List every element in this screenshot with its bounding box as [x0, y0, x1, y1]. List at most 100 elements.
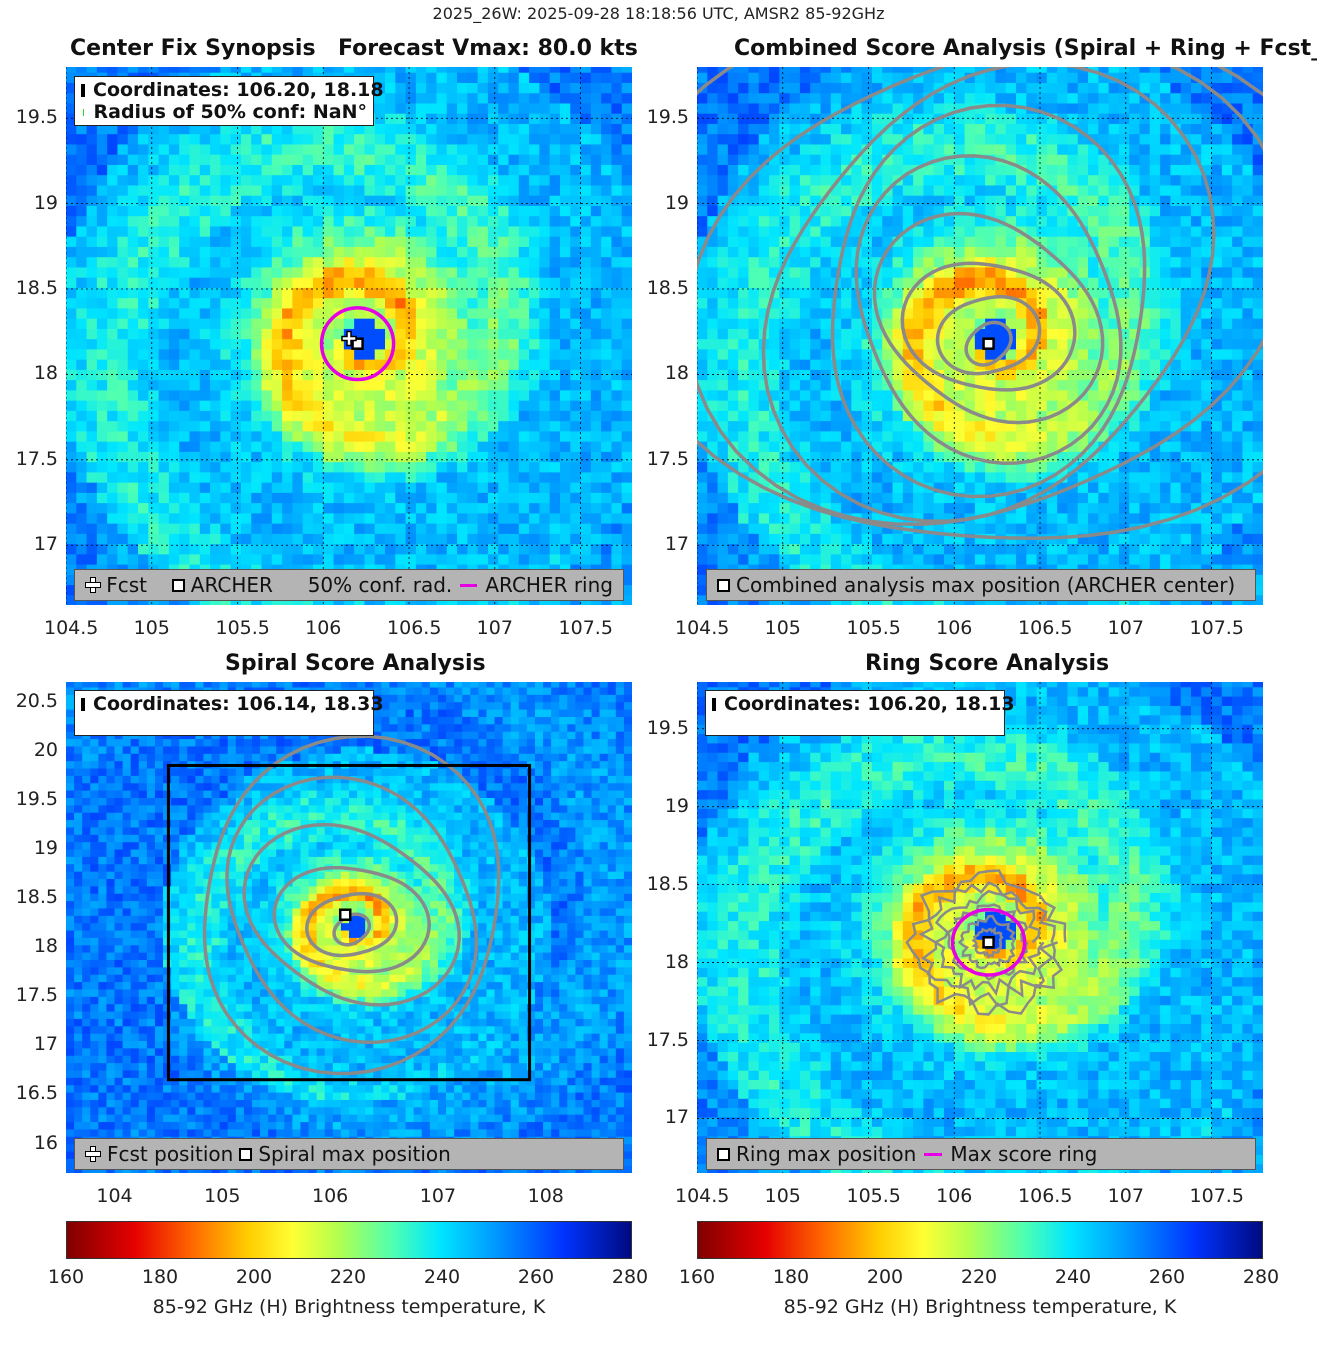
heat-cell	[559, 359, 571, 370]
heat-cell	[841, 369, 852, 381]
heat-cell	[830, 256, 842, 268]
heat-cell	[158, 318, 170, 329]
heat-cell	[107, 123, 119, 135]
heat-cell	[333, 471, 345, 483]
heat-cell	[66, 359, 77, 370]
heat-cell	[1088, 553, 1099, 565]
heat-cell	[168, 389, 180, 401]
heat-cell	[1077, 553, 1089, 565]
heat-cell	[851, 338, 863, 350]
heat-cell	[810, 102, 822, 114]
heat-cell	[611, 318, 623, 329]
heat-cell	[892, 184, 904, 196]
heat-cell	[985, 307, 997, 319]
heat-cell	[954, 512, 966, 524]
heat-cell	[179, 502, 191, 514]
heat-cell	[861, 338, 873, 350]
heat-cell	[707, 533, 719, 545]
heat-cell	[271, 430, 283, 442]
heat-cell	[1057, 287, 1069, 299]
heat-cell	[138, 205, 149, 217]
heat-cell	[913, 410, 924, 422]
heat-cell	[1057, 328, 1069, 340]
heat-cell	[446, 338, 458, 350]
heat-cell	[974, 215, 986, 227]
heat-cell	[395, 523, 407, 534]
heat-cell	[841, 502, 852, 514]
heat-cell	[985, 195, 997, 206]
heat-cell	[1046, 82, 1058, 94]
heat-cell	[549, 400, 561, 411]
heat-cell	[282, 297, 293, 309]
heat-cell	[841, 379, 852, 391]
heat-cell	[148, 195, 160, 206]
heat-cell	[282, 164, 293, 176]
heat-cell	[240, 328, 252, 340]
heat-cell	[117, 184, 129, 196]
heat-cell	[789, 410, 801, 422]
heat-cell	[364, 266, 376, 278]
heat-cell	[127, 461, 139, 473]
heat-cell	[985, 266, 997, 278]
heat-cell	[230, 420, 242, 432]
heat-cell	[738, 184, 750, 196]
heat-cell	[799, 379, 811, 391]
heat-cell	[758, 133, 770, 145]
heat-cell	[913, 400, 924, 411]
heat-cell	[117, 492, 129, 504]
heat-cell	[933, 225, 945, 237]
heat-cell	[1088, 246, 1099, 258]
heat-cell	[851, 348, 863, 360]
heat-cell	[385, 67, 396, 73]
heat-cell	[467, 359, 479, 370]
heat-cell	[748, 420, 760, 432]
heat-cell	[964, 246, 976, 258]
heat-cell	[611, 72, 623, 83]
heat-cell	[498, 318, 510, 329]
heat-cell	[1016, 143, 1027, 155]
heat-cell	[758, 246, 770, 258]
heat-cell	[96, 154, 108, 165]
heat-cell	[302, 369, 314, 381]
heat-cell	[127, 328, 139, 340]
heat-cell	[426, 441, 438, 452]
heat-cell	[769, 451, 780, 463]
heat-cell	[621, 348, 632, 360]
heat-cell	[405, 512, 417, 524]
heat-cell	[727, 512, 739, 524]
heat-cell	[343, 389, 355, 401]
heat-cell	[549, 143, 561, 155]
heat-cell	[138, 379, 149, 391]
heat-cell	[230, 348, 242, 360]
heat-cell	[199, 502, 211, 514]
heat-cell	[107, 246, 119, 258]
heat-cell	[529, 359, 540, 370]
heat-cell	[261, 502, 273, 514]
heat-cell	[158, 205, 170, 217]
heat-cell	[861, 174, 873, 186]
heat-cell	[117, 471, 129, 483]
heat-cell	[179, 410, 191, 422]
heat-cell	[995, 359, 1007, 370]
heat-cell	[86, 523, 98, 534]
heat-cell	[871, 328, 883, 340]
heat-cell	[799, 338, 811, 350]
heat-cell	[210, 174, 221, 186]
heat-cell	[230, 379, 242, 391]
heat-cell	[707, 471, 719, 483]
heat-cell	[189, 389, 201, 401]
heat-cell	[779, 523, 791, 534]
heat-cell	[1016, 461, 1027, 473]
heat-cell	[117, 133, 129, 145]
heat-cell	[621, 82, 632, 94]
heat-cell	[323, 123, 335, 135]
heat-cell	[312, 266, 324, 278]
heat-cell	[964, 389, 976, 401]
heat-cell	[96, 184, 108, 196]
heat-cell	[851, 236, 863, 247]
heat-cell	[882, 471, 894, 483]
heat-cell	[210, 67, 221, 73]
heat-cell	[292, 143, 304, 155]
heat-cell	[590, 266, 602, 278]
heat-cell	[559, 174, 571, 186]
